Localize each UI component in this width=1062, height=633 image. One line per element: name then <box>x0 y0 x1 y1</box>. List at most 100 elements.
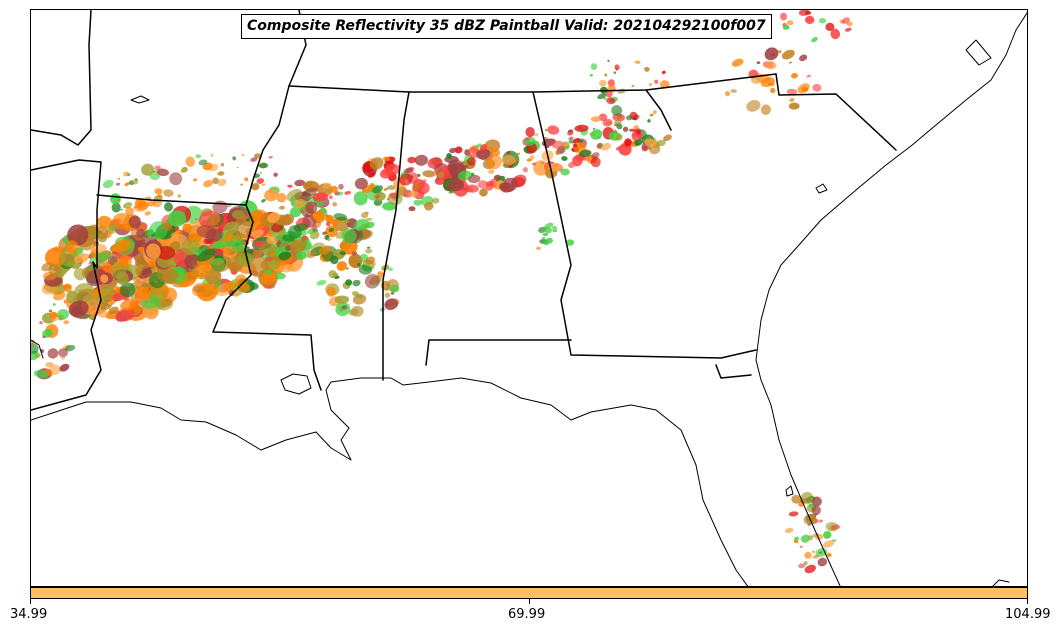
reflectivity-blob <box>333 213 348 221</box>
reflectivity-blob <box>399 173 413 186</box>
reflectivity-blob <box>185 156 196 167</box>
reflectivity-blob <box>590 116 601 122</box>
reflectivity-blob <box>449 147 457 154</box>
reflectivity-blob <box>311 224 318 230</box>
reflectivity-blob <box>213 285 218 290</box>
reflectivity-blob <box>538 226 547 234</box>
reflectivity-blob <box>613 71 617 75</box>
reflectivity-blob <box>309 231 320 240</box>
reflectivity-blob <box>95 225 109 240</box>
reflectivity-blob <box>251 183 260 191</box>
reflectivity-blob <box>154 165 161 171</box>
reflectivity-blob <box>782 24 790 30</box>
reflectivity-blob <box>124 182 130 187</box>
reflectivity-blob <box>387 267 394 271</box>
reflectivity-blob <box>268 156 273 159</box>
reflectivity-blob <box>384 292 391 298</box>
map-canvas <box>31 10 1027 586</box>
reflectivity-blob <box>804 564 816 574</box>
reflectivity-blob <box>305 250 317 259</box>
reflectivity-blob <box>232 238 247 252</box>
reflectivity-blob <box>52 303 56 306</box>
reflectivity-blob <box>516 152 520 156</box>
reflectivity-blob <box>62 284 72 290</box>
reflectivity-blob <box>65 240 79 255</box>
reflectivity-blob <box>372 185 384 194</box>
reflectivity-blob <box>167 210 187 227</box>
reflectivity-blob <box>305 201 318 214</box>
reflectivity-blob <box>212 241 223 249</box>
reflectivity-blob <box>805 15 815 25</box>
reflectivity-blob <box>58 348 68 358</box>
reflectivity-blob <box>811 496 822 507</box>
reflectivity-blob <box>63 320 70 325</box>
reflectivity-blob <box>341 228 357 244</box>
reflectivity-blob <box>830 28 841 40</box>
reflectivity-blob <box>806 74 812 78</box>
reflectivity-blob <box>649 144 661 155</box>
reflectivity-blob <box>468 174 481 184</box>
reflectivity-blob <box>100 274 109 283</box>
reflectivity-blob <box>348 308 359 316</box>
reflectivity-blob <box>422 170 436 178</box>
reflectivity-blob <box>354 177 368 190</box>
reflectivity-blob <box>604 73 608 77</box>
reflectivity-blob <box>112 213 132 230</box>
reflectivity-blob <box>285 245 292 251</box>
coastline <box>785 485 794 497</box>
reflectivity-blob <box>561 156 568 161</box>
reflectivity-blob <box>390 291 395 295</box>
reflectivity-blob <box>800 534 811 543</box>
reflectivity-blob <box>770 87 776 94</box>
reflectivity-blob <box>533 160 549 176</box>
reflectivity-blob <box>197 248 216 262</box>
reflectivity-blob <box>501 155 516 166</box>
reflectivity-blob <box>110 224 117 229</box>
reflectivity-blob <box>663 134 672 142</box>
reflectivity-blob <box>56 309 69 320</box>
reflectivity-blob <box>334 275 340 280</box>
reflectivity-blob <box>136 229 146 238</box>
state-boundary <box>245 85 290 206</box>
reflectivity-blob <box>597 93 607 100</box>
reflectivity-blob <box>117 177 121 180</box>
reflectivity-blob <box>203 179 214 188</box>
reflectivity-blob <box>535 246 542 250</box>
lake-shore <box>280 373 312 395</box>
reflectivity-blob <box>163 189 174 197</box>
reflectivity-blob <box>244 177 249 182</box>
reflectivity-blob <box>383 156 390 162</box>
reflectivity-blob <box>477 180 489 189</box>
reflectivity-blob <box>250 157 258 162</box>
reflectivity-blob <box>390 284 400 293</box>
reflectivity-blob <box>112 239 131 253</box>
reflectivity-blob <box>826 552 832 558</box>
reflectivity-blob <box>812 83 822 92</box>
map-title: Composite Reflectivity 35 dBZ Paintball … <box>241 14 772 39</box>
reflectivity-blob <box>756 61 761 65</box>
reflectivity-blob <box>731 58 744 67</box>
reflectivity-blob <box>155 173 159 176</box>
reflectivity-blob <box>169 172 183 186</box>
reflectivity-blob <box>361 211 369 219</box>
coastline <box>31 377 749 586</box>
reflectivity-blob <box>466 157 476 166</box>
reflectivity-blob <box>567 129 573 133</box>
reflectivity-blob <box>611 105 623 116</box>
reflectivity-blob <box>652 110 657 115</box>
reflectivity-blob <box>375 195 380 199</box>
reflectivity-blob <box>811 550 816 553</box>
reflectivity-blob <box>365 248 373 254</box>
reflectivity-blob <box>503 165 509 169</box>
reflectivity-blob <box>182 223 192 233</box>
reflectivity-blob <box>134 198 146 209</box>
reflectivity-blob <box>808 535 814 541</box>
reflectivity-blob <box>799 545 803 548</box>
reflectivity-blob <box>380 168 393 179</box>
reflectivity-blob <box>60 356 66 360</box>
reflectivity-blob <box>730 89 737 93</box>
reflectivity-blob <box>302 187 318 197</box>
reflectivity-blob <box>387 185 396 190</box>
reflectivity-blob <box>799 54 808 62</box>
reflectivity-blob <box>764 47 779 61</box>
